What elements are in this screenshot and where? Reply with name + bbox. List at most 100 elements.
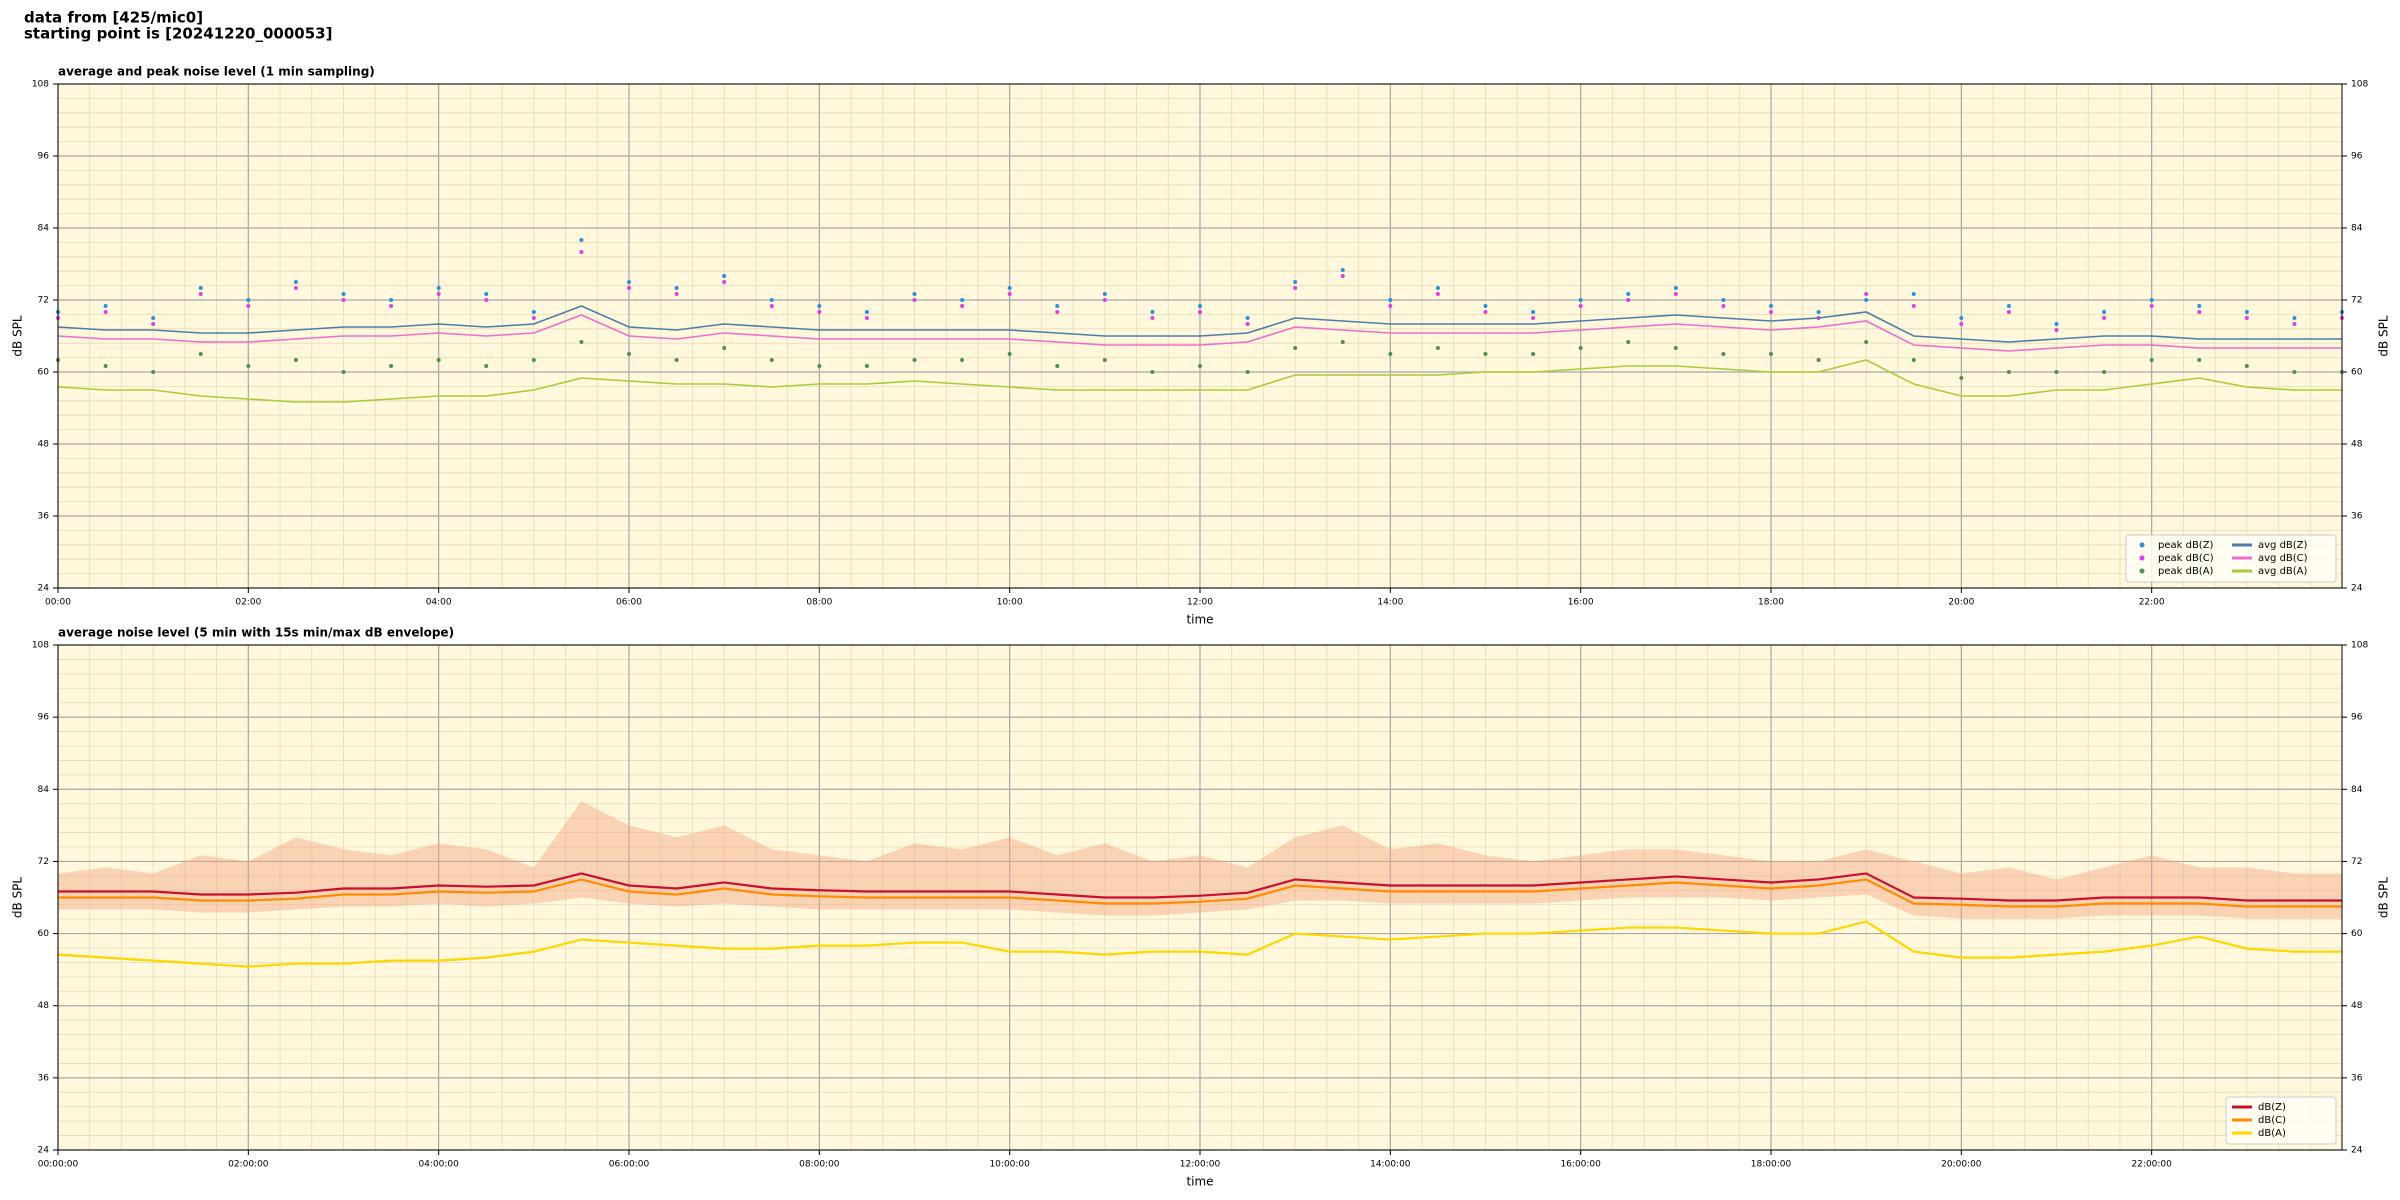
plot-frame (57, 644, 2343, 1151)
legend-label: avg dB(A) (2258, 566, 2308, 577)
x-tick-label: 10:00:00 (989, 1160, 1030, 1170)
peak-point (1911, 358, 1916, 362)
peak-point (1293, 286, 1298, 290)
peak-point (864, 310, 869, 314)
peak-point (293, 280, 298, 284)
peak-point (151, 316, 156, 320)
peak-point (2292, 322, 2297, 326)
x-tick-label: 20:00:00 (1941, 1160, 1982, 1170)
peak-point (1293, 280, 1298, 284)
peak-point (151, 322, 156, 326)
peak-point (198, 292, 203, 296)
chart-title: average noise level (5 min with 15s min/… (58, 626, 454, 640)
series-line (58, 872, 2342, 902)
legend-swatch (2139, 542, 2145, 548)
peak-point (1578, 298, 1583, 302)
y-tick-label: 108 (32, 80, 49, 90)
peak-point (246, 304, 251, 308)
y-axis-label: dB SPL (11, 877, 25, 919)
y-tick-label: 72 (38, 296, 49, 306)
peak-point (1959, 376, 1964, 380)
peak-point (912, 298, 917, 302)
peak-point (1102, 298, 1107, 302)
peak-point (1531, 310, 1536, 314)
y-tick-label: 108 (32, 641, 49, 651)
chart-title: average and peak noise level (1 min samp… (58, 65, 375, 79)
peak-point (1959, 316, 1964, 320)
x-tick-label: 08:00:00 (799, 1160, 840, 1170)
peak-point (1721, 352, 1726, 356)
peak-point (1578, 304, 1583, 308)
peak-point (531, 310, 536, 314)
peak-point (769, 358, 774, 362)
peak-point (2054, 328, 2059, 332)
x-tick-label: 04:00:00 (418, 1160, 459, 1170)
peak-point (2006, 304, 2011, 308)
y-tick-label: 96 (38, 152, 50, 162)
peak-point (198, 286, 203, 290)
y2-tick-label: 96 (2351, 713, 2363, 723)
peak-point (960, 298, 965, 302)
peak-point (912, 292, 917, 296)
x-tick-label: 04:00 (426, 598, 452, 608)
peak-point (1055, 364, 1060, 368)
peak-point (769, 304, 774, 308)
peak-point (1911, 292, 1916, 296)
y2-axis-label: dB SPL (2377, 315, 2391, 357)
peak-point (1626, 298, 1631, 302)
y-tick-label: 60 (38, 368, 50, 378)
peak-point (627, 352, 631, 356)
peak-point (1102, 292, 1107, 296)
y2-tick-label: 96 (2351, 152, 2363, 162)
peak-point (627, 280, 631, 284)
peak-point (1483, 310, 1488, 314)
peak-point (2197, 304, 2202, 308)
peak-point (1673, 292, 1678, 296)
peak-point (579, 250, 584, 254)
peak-point (1864, 340, 1869, 344)
peak-point (1150, 316, 1155, 320)
x-tick-label: 14:00:00 (1370, 1160, 1411, 1170)
peak-point (1198, 304, 1202, 308)
peak-point (1150, 370, 1155, 374)
y2-axis-label: dB SPL (2377, 877, 2391, 919)
x-tick-label: 12:00 (1187, 598, 1213, 608)
peak-point (1245, 370, 1250, 374)
peak-point (1483, 304, 1488, 308)
peak-point (198, 352, 203, 356)
peak-point (1388, 298, 1393, 302)
series-line (57, 305, 2342, 343)
plot-frame (57, 83, 2343, 589)
peak-point (1531, 316, 1536, 320)
peak-point (436, 286, 441, 290)
peak-point (341, 298, 346, 302)
peak-point (1293, 346, 1298, 350)
y-tick-label: 84 (38, 785, 50, 795)
peak-point (1245, 316, 1250, 320)
peak-point (341, 370, 346, 374)
peak-point (2006, 310, 2011, 314)
peak-point (817, 304, 822, 308)
peak-point (436, 358, 441, 362)
peak-point (1673, 346, 1678, 350)
y2-tick-label: 108 (2351, 80, 2368, 90)
x-tick-label: 06:00 (616, 598, 642, 608)
x-tick-label: 18:00:00 (1751, 1160, 1792, 1170)
peak-point (389, 304, 394, 308)
peak-point (246, 298, 251, 302)
peak-point (389, 298, 394, 302)
peak-point (2244, 316, 2249, 320)
peak-point (1769, 352, 1773, 356)
peak-point (960, 358, 965, 362)
peak-point (1198, 364, 1202, 368)
y2-tick-label: 24 (2351, 584, 2363, 594)
y2-tick-label: 36 (2351, 512, 2363, 522)
peak-point (1483, 352, 1488, 356)
peak-point (1626, 292, 1631, 296)
x-tick-label: 00:00:00 (38, 1160, 79, 1170)
peak-point (1435, 292, 1440, 296)
peak-point (817, 364, 822, 368)
peak-point (1388, 304, 1393, 308)
peak-point (1007, 352, 1012, 356)
